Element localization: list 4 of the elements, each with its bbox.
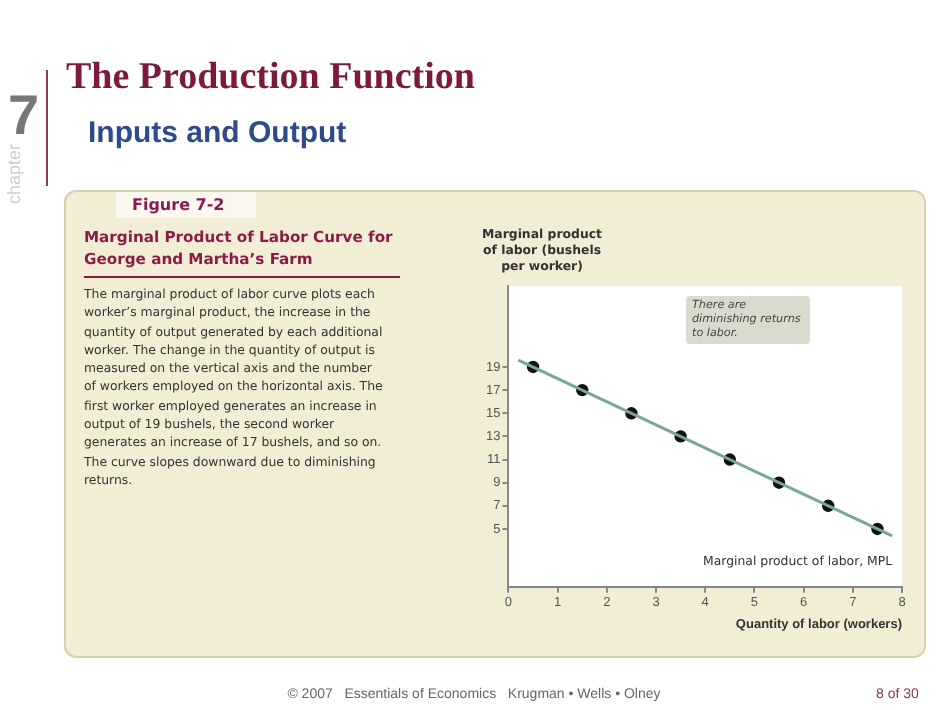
text: 7 (8, 84, 40, 146)
caption: Figure 7-2 (116, 192, 256, 218)
chart-title: The Production Function (66, 56, 475, 100)
text: Inputs and Output (88, 116, 347, 150)
